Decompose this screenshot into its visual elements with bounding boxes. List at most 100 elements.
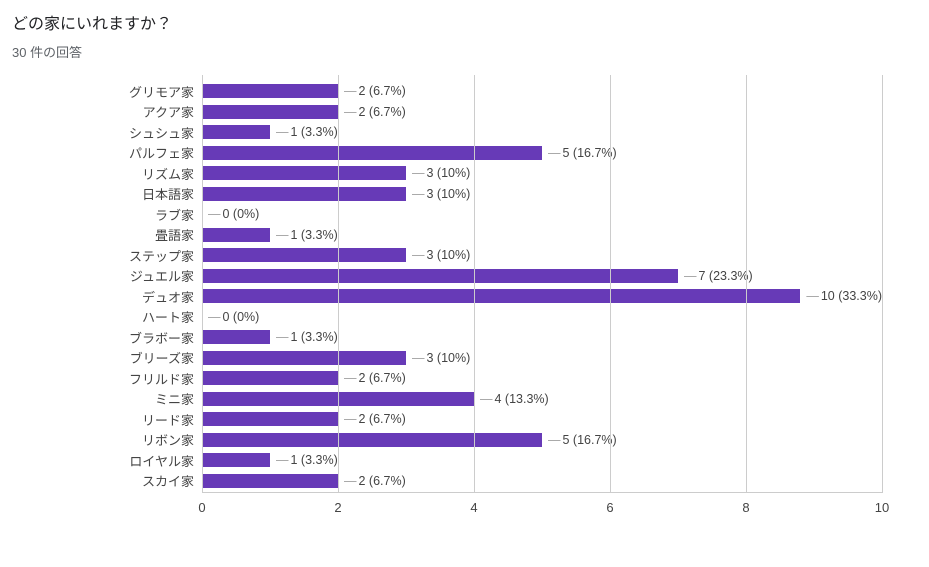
dash-icon: — xyxy=(344,84,357,98)
value-label: —5 (16.7%) xyxy=(548,433,617,447)
bar xyxy=(202,433,542,447)
gridline xyxy=(610,75,611,493)
dash-icon: — xyxy=(276,125,289,139)
bar-row: フリルド家—2 (6.7%) xyxy=(202,368,882,389)
bar-row: リボン家—5 (16.7%) xyxy=(202,430,882,451)
value-label: —3 (10%) xyxy=(412,187,470,201)
plot-area: グリモア家—2 (6.7%)アクア家—2 (6.7%)シュシュ家—1 (3.3%… xyxy=(202,75,882,515)
survey-chart-page: どの家にいれますか？ 30 件の回答 グリモア家—2 (6.7%)アクア家—2 … xyxy=(0,0,929,567)
value-label: —0 (0%) xyxy=(208,310,259,324)
value-label: —1 (3.3%) xyxy=(276,125,338,139)
dash-icon: — xyxy=(276,228,289,242)
bar xyxy=(202,412,338,426)
dash-icon: — xyxy=(412,166,425,180)
category-label: リズム家 xyxy=(44,164,202,183)
page-title: どの家にいれますか？ xyxy=(12,10,929,34)
value-label: —2 (6.7%) xyxy=(344,474,406,488)
x-axis-line xyxy=(202,492,882,493)
bar-row: 畳語家—1 (3.3%) xyxy=(202,225,882,246)
category-label: 畳語家 xyxy=(44,225,202,244)
category-label: リボン家 xyxy=(44,430,202,449)
dash-icon: — xyxy=(344,371,357,385)
bar xyxy=(202,187,406,201)
category-label: ジュエル家 xyxy=(44,266,202,285)
bar xyxy=(202,330,270,344)
bar-row: リード家—2 (6.7%) xyxy=(202,409,882,430)
value-label: —3 (10%) xyxy=(412,248,470,262)
category-label: ロイヤル家 xyxy=(44,451,202,470)
bar xyxy=(202,474,338,488)
value-label: —2 (6.7%) xyxy=(344,412,406,426)
value-label: —10 (33.3%) xyxy=(806,289,882,303)
dash-icon: — xyxy=(276,330,289,344)
x-tick-label: 2 xyxy=(334,500,341,515)
value-label: —2 (6.7%) xyxy=(344,84,406,98)
bar xyxy=(202,125,270,139)
bar-row: ロイヤル家—1 (3.3%) xyxy=(202,450,882,471)
x-tick-label: 8 xyxy=(742,500,749,515)
value-label: —3 (10%) xyxy=(412,166,470,180)
bar-row: ハート家—0 (0%) xyxy=(202,307,882,328)
category-label: ブラボー家 xyxy=(44,328,202,347)
bar xyxy=(202,146,542,160)
bar-row: ステップ家—3 (10%) xyxy=(202,245,882,266)
bar xyxy=(202,105,338,119)
gridline xyxy=(474,75,475,493)
bar xyxy=(202,166,406,180)
x-tick-label: 0 xyxy=(198,500,205,515)
dash-icon: — xyxy=(480,392,493,406)
bar-chart: グリモア家—2 (6.7%)アクア家—2 (6.7%)シュシュ家—1 (3.3%… xyxy=(52,75,929,515)
dash-icon: — xyxy=(684,269,697,283)
value-label: —3 (10%) xyxy=(412,351,470,365)
response-count: 30 件の回答 xyxy=(12,42,929,61)
category-label: グリモア家 xyxy=(44,82,202,101)
bar xyxy=(202,228,270,242)
dash-icon: — xyxy=(412,187,425,201)
bar xyxy=(202,248,406,262)
category-label: ミニ家 xyxy=(44,389,202,408)
category-label: 日本語家 xyxy=(44,184,202,203)
value-label: —1 (3.3%) xyxy=(276,453,338,467)
bar xyxy=(202,371,338,385)
bar-row: 日本語家—3 (10%) xyxy=(202,184,882,205)
category-label: ハート家 xyxy=(44,307,202,326)
bar-row: ブリーズ家—3 (10%) xyxy=(202,348,882,369)
dash-icon: — xyxy=(548,146,561,160)
dash-icon: — xyxy=(208,310,221,324)
bar-row: スカイ家—2 (6.7%) xyxy=(202,471,882,492)
value-label: —1 (3.3%) xyxy=(276,330,338,344)
bar-row: アクア家—2 (6.7%) xyxy=(202,102,882,123)
bar-rows: グリモア家—2 (6.7%)アクア家—2 (6.7%)シュシュ家—1 (3.3%… xyxy=(202,81,882,491)
dash-icon: — xyxy=(806,289,819,303)
bar-row: ジュエル家—7 (23.3%) xyxy=(202,266,882,287)
dash-icon: — xyxy=(548,433,561,447)
bar-row: デュオ家—10 (33.3%) xyxy=(202,286,882,307)
dash-icon: — xyxy=(412,351,425,365)
value-label: —2 (6.7%) xyxy=(344,105,406,119)
bar-row: ミニ家—4 (13.3%) xyxy=(202,389,882,410)
gridline xyxy=(882,75,883,493)
bar-row: シュシュ家—1 (3.3%) xyxy=(202,122,882,143)
category-label: ブリーズ家 xyxy=(44,348,202,367)
bar-row: ラブ家—0 (0%) xyxy=(202,204,882,225)
gridline xyxy=(202,75,203,493)
bar-row: リズム家—3 (10%) xyxy=(202,163,882,184)
bar-row: ブラボー家—1 (3.3%) xyxy=(202,327,882,348)
bar-row: パルフェ家—5 (16.7%) xyxy=(202,143,882,164)
gridline xyxy=(746,75,747,493)
category-label: アクア家 xyxy=(44,102,202,121)
bar xyxy=(202,84,338,98)
value-label: —7 (23.3%) xyxy=(684,269,753,283)
value-label: —0 (0%) xyxy=(208,207,259,221)
x-tick-label: 10 xyxy=(875,500,889,515)
dash-icon: — xyxy=(208,207,221,221)
category-label: リード家 xyxy=(44,410,202,429)
dash-icon: — xyxy=(412,248,425,262)
x-tick-label: 4 xyxy=(470,500,477,515)
dash-icon: — xyxy=(344,412,357,426)
value-label: —2 (6.7%) xyxy=(344,371,406,385)
dash-icon: — xyxy=(344,105,357,119)
category-label: フリルド家 xyxy=(44,369,202,388)
bar xyxy=(202,269,678,283)
category-label: デュオ家 xyxy=(44,287,202,306)
